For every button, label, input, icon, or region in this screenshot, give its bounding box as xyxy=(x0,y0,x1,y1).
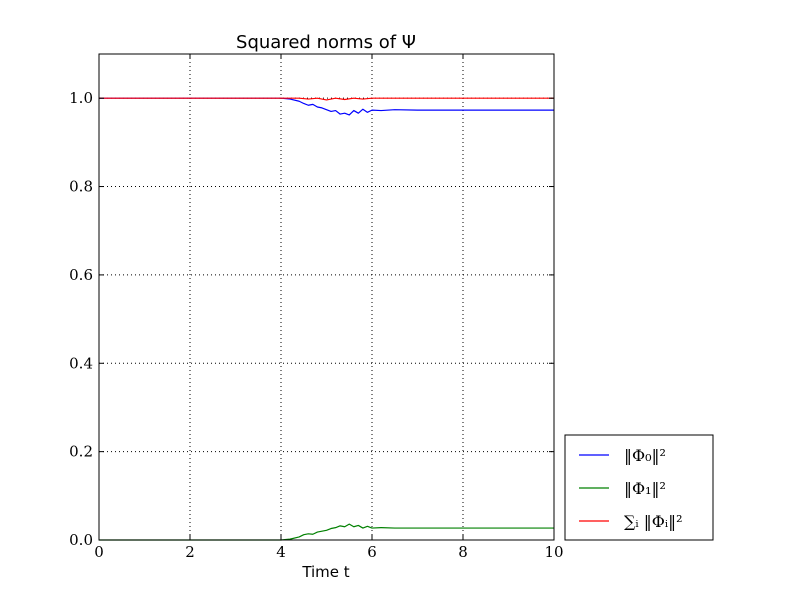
legend-label-1: ‖Φ₁‖² xyxy=(624,479,666,498)
x-tick-label: 10 xyxy=(544,543,563,561)
legend-label-2: ∑ᵢ ‖Φᵢ‖² xyxy=(624,512,682,531)
y-tick-label: 0.4 xyxy=(69,354,93,372)
series-line-0 xyxy=(99,97,554,116)
series-line-2 xyxy=(99,97,554,101)
tick-marks xyxy=(98,54,555,541)
x-tick-labels: 0 2 4 6 8 10 xyxy=(94,543,563,561)
y-tick-label: 0.0 xyxy=(69,531,93,549)
x-tick-label: 8 xyxy=(458,543,468,561)
x-tick-label: 6 xyxy=(367,543,377,561)
y-tick-label: 1.0 xyxy=(69,89,93,107)
x-tick-label: 4 xyxy=(276,543,286,561)
x-tick-label: 0 xyxy=(94,543,104,561)
y-tick-label: 0.2 xyxy=(69,443,93,461)
x-tick-label: 2 xyxy=(185,543,195,561)
y-tick-label: 0.6 xyxy=(69,266,93,284)
y-tick-labels: 0.0 0.2 0.4 0.6 0.8 1.0 xyxy=(69,89,93,549)
series-lines xyxy=(99,97,554,541)
y-tick-label: 0.8 xyxy=(69,178,93,196)
grid-lines xyxy=(99,54,554,540)
legend-entries: ‖Φ₀‖² ‖Φ₁‖² ∑ᵢ ‖Φᵢ‖² xyxy=(579,446,682,531)
x-axis-label: Time t xyxy=(301,563,349,581)
plot-frame xyxy=(98,53,555,541)
legend-label-0: ‖Φ₀‖² xyxy=(624,446,666,465)
chart-title: Squared norms of Ψ xyxy=(236,32,416,53)
series-line-1 xyxy=(99,523,554,541)
legend: ‖Φ₀‖² ‖Φ₁‖² ∑ᵢ ‖Φᵢ‖² xyxy=(564,434,714,541)
